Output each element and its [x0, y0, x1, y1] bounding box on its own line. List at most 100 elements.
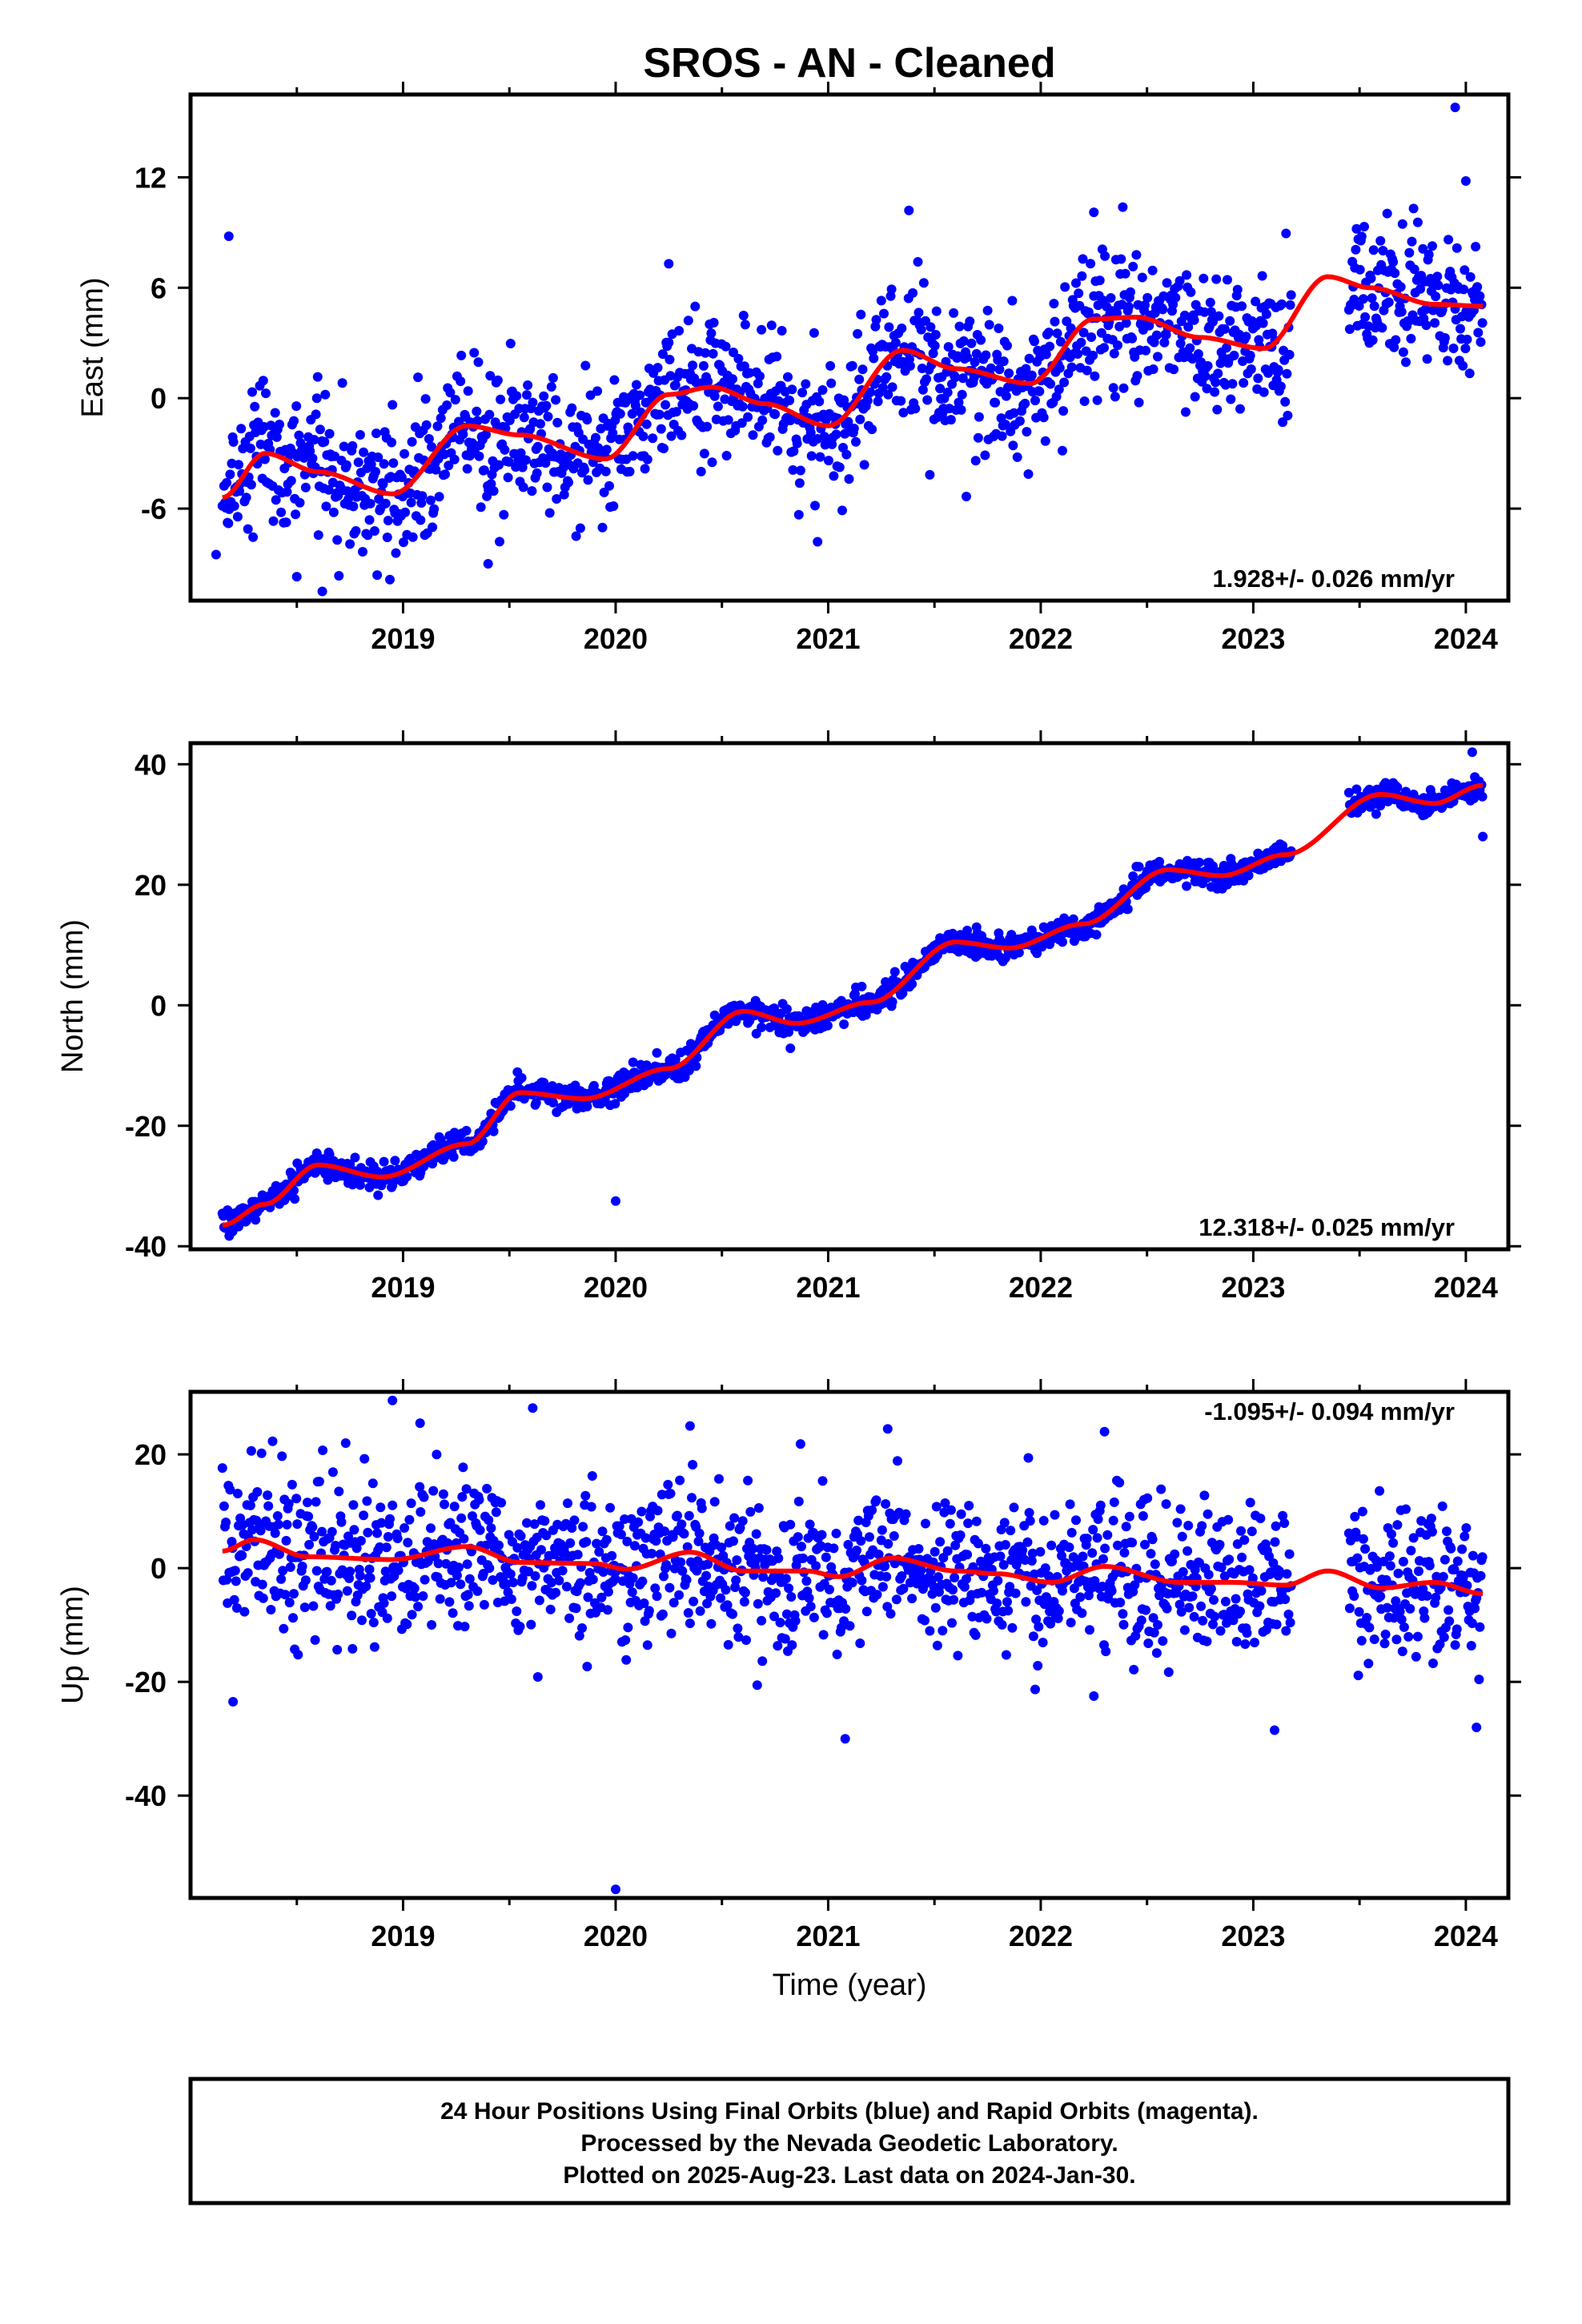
- data-point: [524, 1566, 534, 1577]
- data-point: [1359, 222, 1369, 231]
- data-point: [773, 445, 783, 456]
- data-point: [400, 507, 411, 517]
- data-point: [371, 467, 380, 476]
- data-point: [247, 1525, 257, 1535]
- data-point: [1382, 208, 1392, 219]
- data-point: [271, 432, 282, 442]
- data-point: [905, 360, 915, 371]
- data-point: [925, 469, 935, 480]
- data-point: [706, 328, 717, 339]
- data-point: [1473, 328, 1484, 338]
- data-point: [942, 388, 953, 397]
- data-point: [1285, 300, 1295, 310]
- data-point: [1038, 412, 1049, 423]
- data-point: [1066, 323, 1076, 333]
- data-point: [522, 1518, 532, 1528]
- data-point: [1418, 1584, 1428, 1594]
- data-point: [1419, 1613, 1430, 1623]
- data-point: [829, 471, 839, 481]
- data-point: [947, 1618, 957, 1628]
- data-point: [837, 505, 847, 516]
- data-point: [380, 1566, 391, 1577]
- data-point: [683, 1608, 693, 1618]
- data-point: [640, 1533, 651, 1543]
- data-point: [339, 441, 349, 452]
- data-point: [1476, 1570, 1486, 1581]
- data-point: [964, 1501, 974, 1511]
- data-point: [707, 457, 717, 468]
- data-point: [587, 1471, 597, 1481]
- data-point: [403, 1538, 413, 1548]
- data-point: [374, 494, 384, 505]
- data-point: [826, 378, 837, 388]
- data-point: [1075, 1592, 1086, 1602]
- data-point: [1407, 236, 1417, 247]
- data-point: [1210, 1611, 1220, 1622]
- data-point: [406, 497, 416, 508]
- data-point: [1100, 1543, 1110, 1554]
- data-point: [1462, 334, 1472, 344]
- data-point: [307, 1522, 318, 1532]
- data-point: [484, 409, 495, 420]
- data-point: [843, 1539, 853, 1550]
- data-point: [628, 1057, 638, 1068]
- data-point: [1010, 1588, 1021, 1598]
- data-point: [1472, 282, 1483, 292]
- data-point: [580, 360, 591, 371]
- data-point: [534, 1595, 544, 1606]
- data-point: [303, 1498, 312, 1508]
- data-point: [825, 1584, 834, 1594]
- data-point: [753, 1503, 764, 1513]
- data-point: [943, 342, 954, 352]
- data-point: [376, 1518, 387, 1528]
- data-point: [786, 1592, 797, 1602]
- data-point: [917, 384, 928, 395]
- data-point: [444, 460, 454, 471]
- data-point: [1066, 1618, 1076, 1628]
- data-point: [1074, 288, 1084, 299]
- data-point: [540, 1516, 550, 1526]
- data-point: [1216, 1562, 1227, 1573]
- data-point: [1428, 1659, 1438, 1668]
- data-point: [1225, 316, 1235, 326]
- data-point: [913, 308, 924, 318]
- data-point: [1141, 345, 1151, 356]
- data-point: [1257, 271, 1267, 281]
- data-point: [998, 1560, 1009, 1570]
- data-point: [1106, 1586, 1117, 1596]
- data-point: [245, 443, 255, 453]
- x-tick-label: 2023: [1221, 1271, 1285, 1304]
- frame-east: [188, 92, 1511, 603]
- data-point: [609, 375, 620, 385]
- data-point: [1259, 387, 1269, 397]
- data-point: [241, 493, 251, 503]
- data-point: [607, 1550, 617, 1561]
- data-point: [1459, 284, 1469, 295]
- data-point: [323, 1175, 333, 1185]
- data-point: [1283, 1609, 1294, 1619]
- data-point: [1344, 324, 1355, 334]
- data-point: [359, 1510, 369, 1521]
- data-point: [898, 1583, 909, 1594]
- data-point: [740, 1587, 750, 1598]
- data-point: [375, 1542, 385, 1552]
- data-point: [781, 1609, 792, 1619]
- data-point: [1247, 1573, 1258, 1583]
- data-point: [1057, 1550, 1066, 1561]
- data-point: [958, 336, 969, 346]
- data-point: [418, 1591, 428, 1601]
- outlier-point: [1089, 207, 1099, 218]
- data-point: [1388, 257, 1399, 267]
- panel-east: 2019 2020 2021 2022 2023 2024 12 6 0 -6 East (mm)…: [76, 82, 1521, 655]
- data-point: [1377, 323, 1387, 333]
- data-point: [1412, 217, 1423, 227]
- data-point: [456, 376, 466, 387]
- trend-line-up: [222, 1537, 1484, 1597]
- data-point: [364, 515, 375, 525]
- data-point: [379, 1156, 389, 1167]
- data-point: [801, 1576, 812, 1586]
- data-point: [481, 429, 491, 440]
- data-point: [855, 414, 865, 424]
- data-point: [648, 433, 658, 444]
- data-point: [930, 340, 940, 351]
